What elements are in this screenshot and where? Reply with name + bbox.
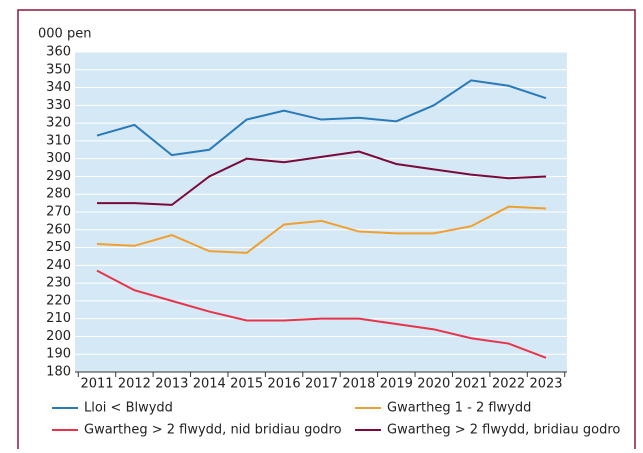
x-tick-label: 2014	[193, 377, 226, 392]
y-tick-label: 270	[46, 205, 71, 220]
y-tick-label: 180	[46, 365, 71, 380]
y-tick-label: 340	[46, 80, 71, 95]
y-tick-label: 220	[46, 293, 71, 308]
y-tick-label: 260	[46, 222, 71, 237]
y-tick-label: 360	[46, 45, 71, 60]
y-tick-label: 310	[46, 133, 71, 148]
y-tick-label: 200	[46, 329, 71, 344]
y-tick-label: 290	[46, 169, 71, 184]
x-tick-label: 2018	[342, 377, 375, 392]
y-tick-label: 240	[46, 258, 71, 273]
x-tick-label: 2020	[417, 377, 450, 392]
y-tick-label: 300	[46, 151, 71, 166]
y-tick-label: 330	[46, 98, 71, 113]
y-tick-label: 230	[46, 276, 71, 291]
x-tick-label: 2019	[380, 377, 413, 392]
y-axis-label: 000 pen	[38, 27, 91, 42]
y-tick-label: 210	[46, 311, 71, 326]
x-tick-label: 2013	[155, 377, 188, 392]
x-tick-label: 2017	[305, 377, 338, 392]
x-tick-label: 2022	[492, 377, 525, 392]
y-tick-label: 320	[46, 116, 71, 131]
line-series	[96, 205, 547, 254]
y-tick-label: 350	[46, 62, 71, 77]
legend-label: Gwartheg 1 - 2 flwydd	[387, 401, 531, 416]
legend-label: Gwartheg > 2 flwydd, nid bridiau godro	[84, 423, 342, 438]
line-series	[96, 79, 547, 157]
line-series	[97, 150, 547, 206]
frame	[17, 9, 636, 453]
x-tick-label: 2011	[80, 377, 113, 392]
x-tick-label: 2023	[529, 377, 562, 392]
x-tick-label: 2012	[118, 377, 151, 392]
x-tick-label: 2015	[230, 377, 263, 392]
y-tick-label: 250	[46, 240, 71, 255]
x-tick-label: 2016	[268, 377, 301, 392]
y-tick-label: 190	[46, 347, 71, 362]
legend-label: Gwartheg > 2 flwydd, bridiau godro	[387, 423, 620, 438]
line-series	[96, 269, 547, 359]
legend-label: Lloi < Blwydd	[84, 401, 173, 416]
y-tick-label: 280	[46, 187, 71, 202]
x-tick-label: 2021	[455, 377, 488, 392]
